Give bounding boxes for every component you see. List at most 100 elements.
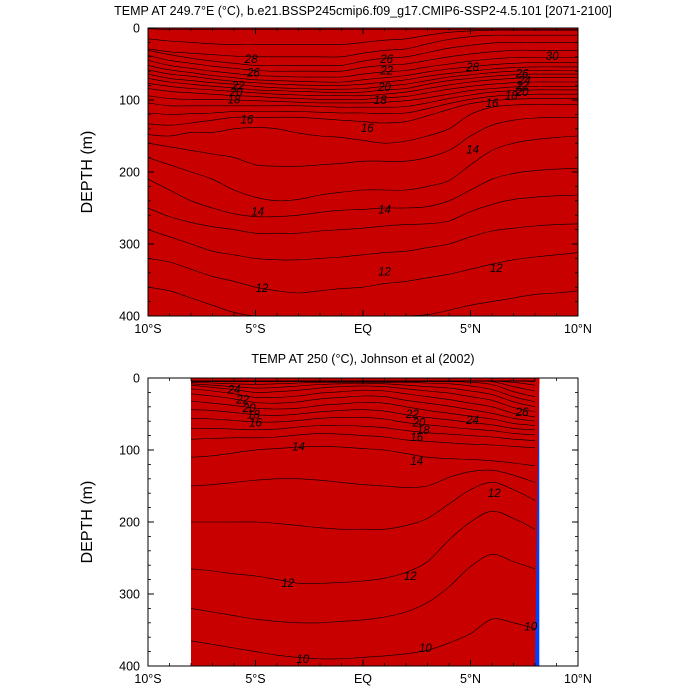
contour-value-label: 20 xyxy=(242,403,256,415)
contour-value-label: 12 xyxy=(378,266,391,278)
y-tick-label: 300 xyxy=(119,588,140,602)
isotherm-line xyxy=(148,85,578,104)
contour-value-label: 24 xyxy=(465,415,479,427)
y-tick-label: 400 xyxy=(119,310,140,324)
contour-value-label: 26 xyxy=(246,68,260,80)
contour-value-label: 16 xyxy=(361,123,374,135)
isotherm-line xyxy=(190,554,536,624)
contour-value-label: 12 xyxy=(281,578,294,590)
isotherm-line xyxy=(190,417,536,436)
temperature-band xyxy=(191,378,540,666)
panel-top-filled-contours xyxy=(148,28,578,316)
panel-bottom-y-axis-label: DEPTH (m) xyxy=(79,481,96,564)
panel-top-y-axis-label: DEPTH (m) xyxy=(79,131,96,214)
contour-value-label: 10 xyxy=(419,643,432,655)
y-tick-label: 100 xyxy=(119,444,140,458)
isotherm-line xyxy=(148,29,578,46)
x-tick-label: 5°S xyxy=(245,322,265,336)
contour-value-label: 18 xyxy=(417,425,430,437)
x-tick-label: 5°N xyxy=(460,672,481,686)
contour-value-label: 18 xyxy=(247,410,260,422)
x-tick-label: 10°S xyxy=(134,672,161,686)
x-tick-label: 5°S xyxy=(245,672,265,686)
isotherm-line xyxy=(190,409,536,431)
temperature-band xyxy=(148,28,578,316)
isotherm-line xyxy=(190,393,536,422)
contour-value-label: 22 xyxy=(235,395,249,407)
contour-value-label: 24 xyxy=(227,385,241,397)
contour-value-label: 12 xyxy=(490,263,503,275)
isotherm-line xyxy=(148,66,578,87)
isotherm-line xyxy=(190,510,536,584)
contour-value-label: 18 xyxy=(505,91,518,103)
contour-value-label: 22 xyxy=(515,81,529,93)
contour-value-label: 24 xyxy=(517,76,531,88)
isotherm-line xyxy=(148,116,578,167)
contour-value-label: 14 xyxy=(378,204,391,216)
isotherm-line xyxy=(148,194,578,234)
contour-value-label: 16 xyxy=(486,98,499,110)
contour-value-label: 20 xyxy=(412,418,426,430)
y-tick-label: 200 xyxy=(119,166,140,180)
contour-value-label: 20 xyxy=(229,87,243,99)
contour-value-label: 14 xyxy=(292,441,305,453)
panel-bottom: TEMP AT 250 (°C), Johnson et al (2002) 2… xyxy=(79,352,592,686)
contour-value-label: 14 xyxy=(466,145,479,157)
isotherm-line xyxy=(148,223,578,261)
y-tick-label: 300 xyxy=(119,238,140,252)
isotherm-line xyxy=(148,252,578,294)
isotherm-line xyxy=(148,49,578,72)
y-tick-label: 0 xyxy=(133,22,140,36)
isotherm-line xyxy=(148,81,578,100)
panel-top-title: TEMP AT 249.7°E (°C), b.e21.BSSP245cmip6… xyxy=(114,4,612,18)
isotherm-line xyxy=(148,73,578,94)
y-tick-label: 400 xyxy=(119,660,140,674)
isotherm-line xyxy=(190,433,536,449)
isotherm-line xyxy=(191,482,536,530)
contour-value-label: 14 xyxy=(410,456,423,468)
contour-value-label: 28 xyxy=(465,62,479,74)
isotherm-line xyxy=(148,286,578,316)
panel-top-contour-lines xyxy=(148,28,578,316)
contour-value-label: 10 xyxy=(296,654,309,666)
contour-value-label: 12 xyxy=(404,571,417,583)
contour-value-label: 22 xyxy=(405,409,419,421)
panel-top: TEMP AT 249.7°E (°C), b.e21.BSSP245cmip6… xyxy=(79,4,612,336)
contour-value-label: 26 xyxy=(515,407,529,419)
contour-value-label: 20 xyxy=(377,82,391,94)
isotherm-line xyxy=(148,93,578,115)
contour-value-label: 18 xyxy=(228,94,241,106)
contour-value-label: 22 xyxy=(379,66,393,78)
isotherm-line xyxy=(148,70,578,90)
contour-value-label: 30 xyxy=(546,51,559,63)
isotherm-line xyxy=(148,168,578,218)
x-tick-label: EQ xyxy=(354,322,372,336)
contour-value-label: 20 xyxy=(515,87,529,99)
isotherm-line xyxy=(148,89,578,108)
x-tick-label: 10°N xyxy=(564,672,592,686)
isotherm-line xyxy=(190,425,536,441)
isotherm-line xyxy=(190,400,536,426)
contour-value-label: 12 xyxy=(488,488,501,500)
isotherm-line xyxy=(190,384,536,413)
panel-top-axes: 10°S 5°S EQ 5°N 10°N 0 100 200 300 400 xyxy=(119,22,592,337)
isotherm-line xyxy=(148,77,578,97)
x-tick-label: 10°N xyxy=(564,322,592,336)
contour-value-label: 14 xyxy=(251,207,264,219)
contour-value-label: 22 xyxy=(231,81,245,93)
x-tick-label: EQ xyxy=(354,672,372,686)
y-tick-label: 100 xyxy=(119,94,140,108)
x-tick-label: 5°N xyxy=(460,322,481,336)
contour-value-label: 16 xyxy=(410,432,423,444)
x-tick-label: 10°S xyxy=(134,322,161,336)
isotherm-line xyxy=(190,446,536,467)
isotherm-line xyxy=(190,388,536,418)
contour-value-label: 26 xyxy=(515,68,529,80)
isotherm-line xyxy=(148,42,578,67)
contour-value-label: 16 xyxy=(241,114,254,126)
panel-bottom-title: TEMP AT 250 (°C), Johnson et al (2002) xyxy=(251,352,474,366)
isotherm-line xyxy=(148,135,578,202)
isotherm-line xyxy=(148,62,578,83)
